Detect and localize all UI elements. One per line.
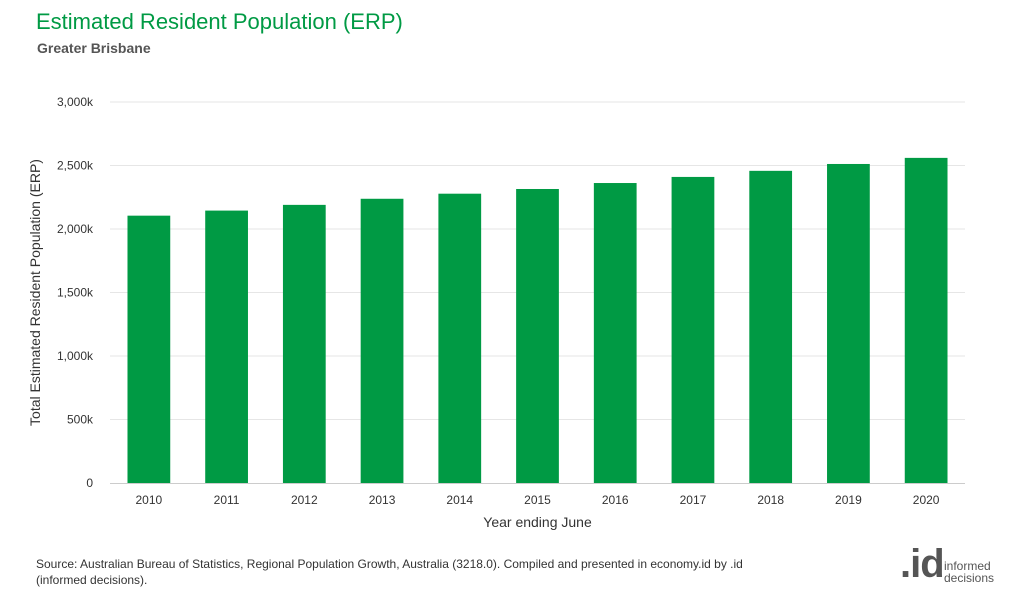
logo-text: informed decisions: [944, 559, 995, 585]
y-tick-label: 0: [86, 476, 93, 490]
x-tick-label: 2013: [369, 493, 396, 507]
y-tick-label: 500k: [67, 413, 94, 427]
bar-chart: 0 500k 1,000k 1,500k 2,000k 2,500k 3,000k 2010 2…: [27, 95, 965, 530]
bar: [904, 157, 948, 483]
x-axis-title: Year ending June: [483, 514, 592, 530]
bar: [282, 204, 326, 483]
y-tick-label: 1,500k: [57, 286, 94, 300]
x-tick-label: 2016: [602, 493, 629, 507]
chart-subtitle: Greater Brisbane: [37, 40, 151, 56]
bar: [438, 193, 482, 483]
bar: [127, 215, 171, 484]
bar: [827, 163, 870, 483]
y-tick-label: 2,000k: [57, 222, 94, 236]
bar: [205, 210, 248, 483]
bar: [749, 170, 793, 484]
bar: [671, 176, 715, 483]
x-tick-label: 2011: [214, 493, 240, 507]
x-tick-label: 2018: [757, 493, 784, 507]
bar: [593, 183, 637, 483]
y-tick-label: 3,000k: [57, 95, 94, 109]
y-tick-label: 2,500k: [57, 159, 94, 173]
y-axis-title: Total Estimated Resident Population (ERP…: [27, 159, 43, 426]
chart-title: Estimated Resident Population (ERP): [36, 9, 403, 34]
logo-mark: .id: [900, 542, 945, 586]
x-tick-label: 2014: [446, 493, 473, 507]
x-tick-label: 2010: [136, 493, 163, 507]
x-tick-label: 2019: [835, 493, 862, 507]
x-tick-label: 2020: [913, 493, 940, 507]
y-tick-label: 1,000k: [57, 349, 94, 363]
bar: [516, 188, 559, 483]
x-tick-label: 2017: [680, 493, 707, 507]
source-note: Source: Australian Bureau of Statistics,…: [36, 557, 743, 587]
bar: [360, 198, 404, 484]
x-tick-label: 2012: [291, 493, 318, 507]
x-tick-label: 2015: [524, 493, 551, 507]
